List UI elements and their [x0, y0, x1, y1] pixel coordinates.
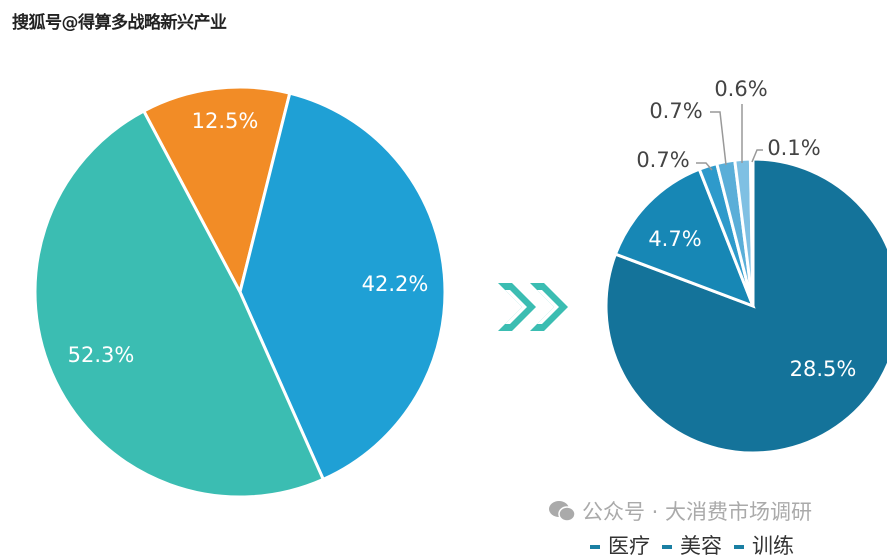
watermark: 搜狐号@得算多战略新兴产业	[12, 13, 227, 33]
chevron-right-icon	[498, 283, 536, 331]
source-label: 公众号 · 大消费市场调研	[548, 496, 812, 526]
chevron-inner	[505, 290, 527, 324]
data-label: 0.1%	[767, 136, 820, 160]
data-label: 52.3%	[68, 343, 135, 367]
pie-slice	[141, 85, 292, 297]
legend-item: 医疗	[590, 530, 650, 560]
legend: 医疗 美容 训练	[590, 530, 794, 560]
pie-charts: 12.5% 42.2% 52.3% 28.5% 4.7% 0.7% 0.7% 0.6% 0.1%	[33, 77, 887, 499]
pie-slice	[238, 91, 447, 482]
source-text: 公众号 · 大消费市场调研	[582, 500, 813, 524]
chevron-right-icon	[530, 283, 568, 331]
data-label: 0.7%	[636, 148, 689, 172]
data-label: 4.7%	[648, 227, 701, 251]
pie-slice	[613, 167, 756, 309]
wechat-icon	[549, 501, 576, 522]
data-label: 0.6%	[714, 77, 767, 101]
leader-line	[710, 111, 727, 166]
leader-line	[751, 149, 763, 163]
data-label: 0.7%	[649, 99, 702, 123]
pie-slice	[604, 157, 887, 455]
legend-item: 训练	[734, 530, 794, 560]
data-label: 12.5%	[192, 109, 259, 133]
leader-line	[696, 162, 713, 171]
pie-slice	[33, 108, 326, 499]
legend-item: 美容	[662, 530, 722, 560]
chevron-inner	[537, 290, 559, 324]
data-label: 28.5%	[790, 357, 857, 381]
data-label: 42.2%	[362, 272, 429, 296]
